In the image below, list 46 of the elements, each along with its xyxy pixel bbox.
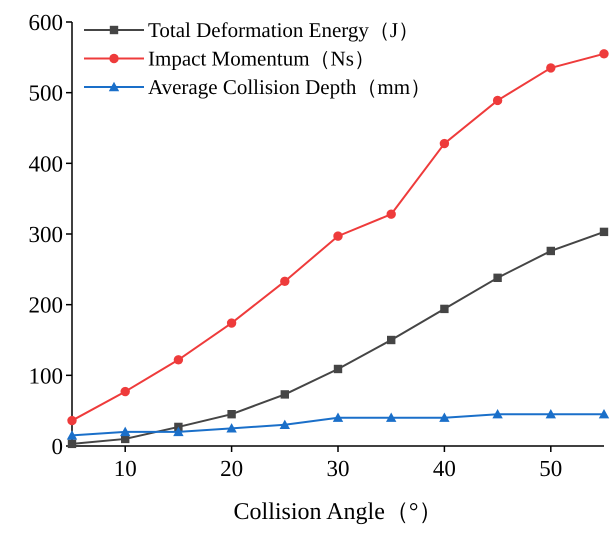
legend-label: Average Collision Depth（mm） [148, 75, 432, 99]
point [280, 420, 290, 429]
x-tick-label: 10 [114, 456, 137, 481]
point [600, 228, 608, 236]
x-tick-label: 30 [326, 456, 350, 481]
y-tick-label: 300 [28, 222, 63, 247]
point [439, 412, 450, 422]
point [598, 409, 610, 418]
point [546, 246, 555, 256]
point [599, 49, 609, 58]
point [332, 412, 344, 422]
y-tick-label: 400 [28, 151, 63, 176]
point [120, 426, 130, 436]
point [66, 430, 78, 440]
legend-label: Total Deformation Energy（J） [148, 18, 420, 42]
point [227, 410, 236, 418]
point [173, 426, 184, 436]
point [67, 416, 77, 426]
point [492, 409, 503, 418]
point [280, 390, 289, 399]
point [546, 63, 556, 73]
y-tick-label: 500 [28, 80, 63, 106]
point [492, 96, 502, 106]
y-tick-label: 200 [28, 292, 63, 318]
point [120, 386, 130, 396]
point [226, 423, 237, 433]
point [440, 138, 450, 148]
y-tick-label: 100 [28, 363, 63, 388]
point [493, 274, 502, 282]
point [386, 412, 396, 422]
point [333, 231, 343, 241]
point [387, 336, 396, 344]
y-tick-label: 600 [28, 10, 63, 35]
point [226, 318, 236, 328]
y-tick-label: 0 [52, 434, 63, 459]
point [440, 304, 449, 314]
point [386, 210, 396, 219]
x-axis-title: Collision Angle（°） [234, 499, 442, 525]
x-tick-label: 40 [432, 456, 456, 481]
x-tick-label: 50 [539, 456, 562, 481]
point [174, 355, 184, 364]
x-tick-label: 20 [220, 456, 244, 481]
legend-label: Impact Momentum（Ns） [148, 46, 375, 70]
point [280, 276, 290, 286]
point [334, 364, 342, 374]
point [546, 409, 556, 418]
